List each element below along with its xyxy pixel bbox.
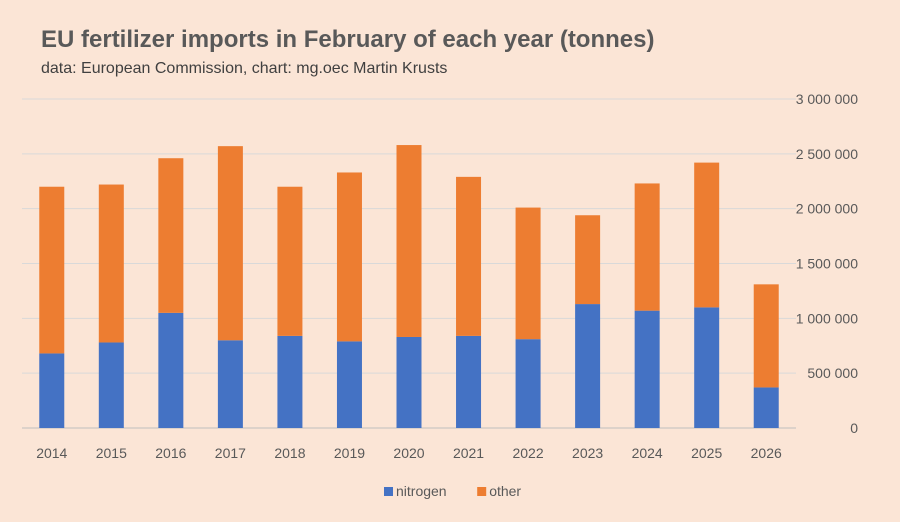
x-tick-label: 2023 xyxy=(572,445,603,461)
y-tick-label: 2 500 000 xyxy=(796,146,858,162)
bar-nitrogen-2023 xyxy=(575,304,601,428)
bar-nitrogen-2025 xyxy=(694,307,720,428)
bar-nitrogen-2015 xyxy=(98,342,124,428)
y-tick-label: 500 000 xyxy=(807,365,858,381)
y-tick-label: 1 000 000 xyxy=(796,310,858,326)
bar-other-2022 xyxy=(515,207,541,340)
bar-nitrogen-2026 xyxy=(753,387,779,428)
x-tick-label: 2015 xyxy=(96,445,127,461)
bar-other-2024 xyxy=(634,183,660,311)
y-tick-label: 1 500 000 xyxy=(796,256,858,272)
y-tick-label: 2 000 000 xyxy=(796,201,858,217)
x-tick-label: 2022 xyxy=(512,445,543,461)
x-tick-label: 2026 xyxy=(751,445,782,461)
legend-swatch-nitrogen xyxy=(384,487,393,496)
legend-swatch-other xyxy=(477,487,487,496)
bar-other-2021 xyxy=(456,176,482,336)
bar-nitrogen-2014 xyxy=(39,353,65,428)
x-tick-label: 2019 xyxy=(334,445,365,461)
bar-other-2026 xyxy=(753,284,779,388)
bar-other-2016 xyxy=(158,158,184,313)
bar-nitrogen-2022 xyxy=(515,339,541,428)
bar-other-2023 xyxy=(575,215,601,305)
chart-title: EU fertilizer imports in February of eac… xyxy=(41,26,655,53)
bar-other-2019 xyxy=(336,172,362,342)
bar-nitrogen-2021 xyxy=(456,335,482,428)
bar-other-2015 xyxy=(98,184,124,343)
chart-subtitle: data: European Commission, chart: mg.oec… xyxy=(41,60,448,77)
x-tick-label: 2021 xyxy=(453,445,484,461)
bar-other-2017 xyxy=(217,146,243,341)
bar-nitrogen-2017 xyxy=(217,340,243,428)
x-tick-label: 2016 xyxy=(155,445,186,461)
y-tick-label: 0 xyxy=(850,420,858,436)
x-tick-label: 2024 xyxy=(632,445,663,461)
legend-label-nitrogen: nitrogen xyxy=(396,483,447,499)
y-tick-label: 3 000 000 xyxy=(796,91,858,107)
x-tick-label: 2017 xyxy=(215,445,246,461)
bar-other-2018 xyxy=(277,186,303,336)
bar-nitrogen-2024 xyxy=(634,310,660,428)
x-tick-label: 2020 xyxy=(393,445,424,461)
bar-nitrogen-2016 xyxy=(158,312,184,428)
bar-nitrogen-2019 xyxy=(336,341,362,428)
x-tick-label: 2018 xyxy=(274,445,305,461)
bar-other-2020 xyxy=(396,145,422,337)
bar-other-2025 xyxy=(694,162,720,308)
x-tick-label: 2025 xyxy=(691,445,722,461)
legend-label-other: other xyxy=(489,483,521,499)
bar-nitrogen-2020 xyxy=(396,336,422,428)
bar-other-2014 xyxy=(39,186,65,354)
bar-nitrogen-2018 xyxy=(277,335,303,428)
x-tick-label: 2014 xyxy=(36,445,67,461)
